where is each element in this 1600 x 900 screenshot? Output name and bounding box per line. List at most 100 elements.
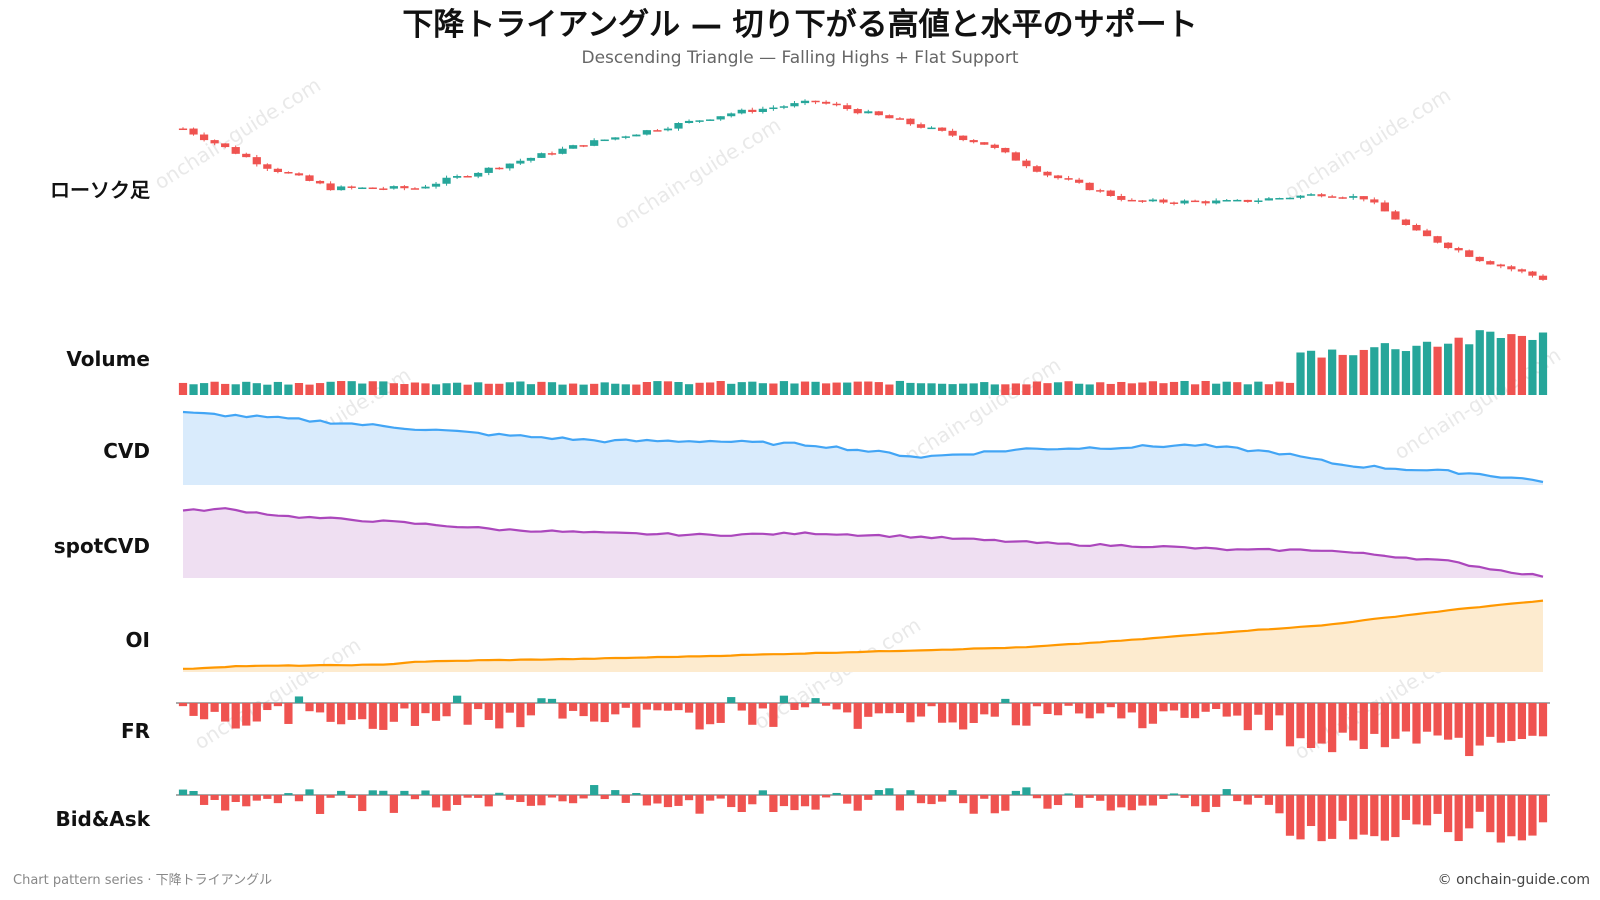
fr-bar <box>1138 703 1147 729</box>
panel-label-cvd: CVD <box>103 439 150 463</box>
candle-body <box>695 120 704 122</box>
bidask-bar <box>674 795 683 806</box>
fr-bar <box>1349 703 1358 741</box>
fr-bar <box>1212 703 1221 710</box>
volume-bar <box>1148 381 1158 395</box>
fr-bar <box>273 703 282 707</box>
candle-body <box>1391 211 1400 220</box>
candle-body <box>1169 202 1179 204</box>
bidask-bar <box>1032 795 1042 799</box>
bidask-bar <box>452 795 462 805</box>
volume-bar <box>642 382 651 395</box>
bidask-bar <box>347 795 356 799</box>
fr-bar <box>1085 703 1094 719</box>
volume-bar <box>727 383 736 395</box>
bidask-bar <box>1212 795 1221 807</box>
bidask-bar <box>1412 795 1421 825</box>
fr-bar <box>568 703 578 711</box>
bidask-bar <box>1127 795 1136 811</box>
volume-bar <box>716 381 725 395</box>
candle-body <box>1117 195 1126 200</box>
candle-body <box>284 172 293 174</box>
volume-bar <box>843 382 852 395</box>
fr-bar <box>1201 703 1210 712</box>
volume-bar <box>1317 357 1326 395</box>
candle-body <box>864 111 873 114</box>
fr-bar <box>821 703 831 706</box>
volume-bar <box>1528 339 1537 395</box>
candle-body <box>1127 199 1136 202</box>
bidask-bar <box>611 790 620 795</box>
volume-bar <box>632 384 641 395</box>
candle-body <box>231 147 240 154</box>
bidask-bar <box>1275 795 1284 814</box>
bidask-bar <box>779 795 789 807</box>
candle-body <box>579 145 588 147</box>
candle-body <box>1401 219 1411 225</box>
fr-bar <box>1465 703 1474 757</box>
bidask-bar <box>421 790 430 795</box>
volume-bar <box>1285 382 1295 395</box>
panel-label-bidask: Bid&Ask <box>55 807 150 831</box>
bidask-bar <box>210 795 219 800</box>
volume-bar <box>452 382 462 395</box>
fr-bar <box>1075 703 1084 714</box>
candle-body <box>199 134 209 141</box>
fr-bar <box>368 703 377 729</box>
fr-bar <box>526 703 536 716</box>
bidask-bar <box>906 790 915 795</box>
candle-body <box>389 186 398 189</box>
bidask-bar <box>1370 795 1379 837</box>
candle-body <box>1201 201 1210 204</box>
candle-body <box>800 100 810 104</box>
volume-bar <box>1401 351 1411 395</box>
candle-body <box>189 128 198 135</box>
bidask-bar <box>410 795 420 800</box>
volume-bar <box>1454 337 1463 395</box>
fr-bar <box>463 703 472 725</box>
candle-body <box>1053 175 1063 179</box>
candle-body <box>821 101 831 104</box>
fr-bar <box>537 698 546 703</box>
fr-bar <box>1148 703 1158 724</box>
fr-bar <box>1422 703 1432 732</box>
fr-bar <box>1127 703 1136 713</box>
candle-body <box>1233 199 1242 202</box>
bidask-bar <box>495 792 504 795</box>
candle-body <box>969 140 978 143</box>
fr-bar <box>1043 703 1052 714</box>
fr-bar <box>410 703 420 726</box>
candle-body <box>1043 171 1052 176</box>
bidask-bar <box>305 789 314 795</box>
fr-bar <box>516 703 525 728</box>
candle-body <box>611 137 620 140</box>
candle-body <box>1243 199 1252 202</box>
spotcvd-panel <box>182 507 1544 578</box>
candle-body <box>379 188 388 190</box>
volume-bar <box>695 382 704 395</box>
volume-bar <box>526 384 536 395</box>
bidask-bar <box>969 795 978 814</box>
fr-bar <box>474 703 483 710</box>
fr-bar <box>1433 703 1442 736</box>
volume-bar <box>1275 381 1284 395</box>
volume-bar <box>600 382 609 395</box>
candle-body <box>1444 242 1453 249</box>
volume-bar <box>969 383 978 395</box>
bidask-bar <box>1296 795 1305 840</box>
bidask-bar <box>864 795 873 800</box>
candle-body <box>1359 196 1368 200</box>
candle-body <box>558 148 567 154</box>
volume-bar <box>1075 383 1084 395</box>
fr-bar <box>684 703 694 713</box>
volume-bar <box>1422 341 1432 395</box>
fr-bar <box>347 703 356 720</box>
bidask-bar <box>737 795 746 813</box>
fr-bar <box>199 703 209 720</box>
fr-bar <box>452 695 462 703</box>
fr-bar <box>389 703 398 722</box>
volume-bar <box>916 383 926 395</box>
fr-bar <box>421 703 430 714</box>
volume-bar <box>853 381 862 395</box>
